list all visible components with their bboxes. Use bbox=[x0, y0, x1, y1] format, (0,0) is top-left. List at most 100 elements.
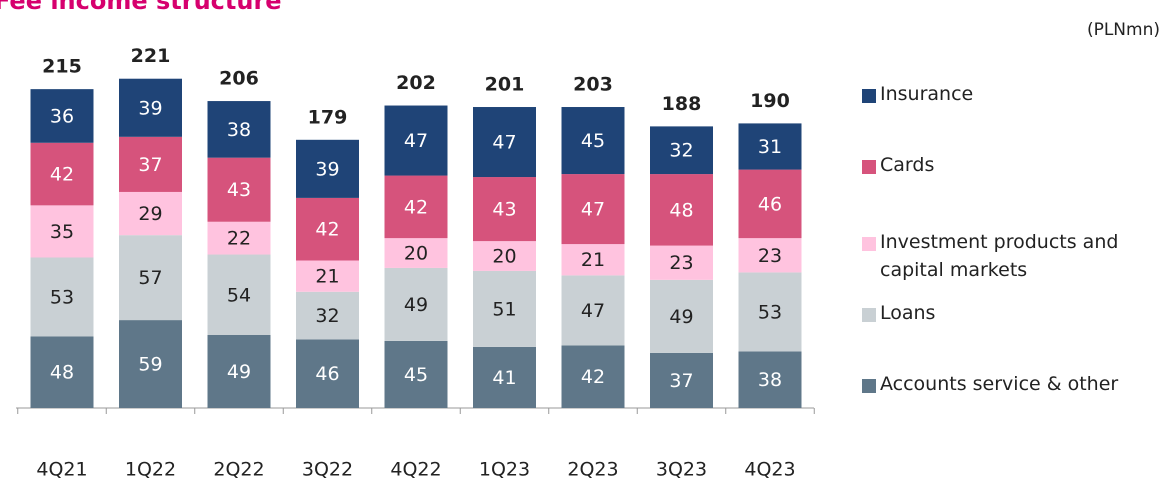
x-tick-label: 1Q22 bbox=[125, 459, 176, 481]
bar-segment bbox=[207, 157, 271, 222]
bar-segment bbox=[561, 174, 625, 245]
data-label: 23 bbox=[758, 245, 782, 267]
bar-segment bbox=[119, 320, 182, 408]
legend-swatch bbox=[862, 308, 876, 322]
data-label: 42 bbox=[50, 164, 74, 186]
data-label: 47 bbox=[492, 132, 516, 154]
legend-item: Cards bbox=[862, 154, 1140, 179]
x-tick-label: 4Q23 bbox=[744, 459, 795, 481]
bar-segment bbox=[650, 352, 713, 408]
data-label: 46 bbox=[758, 193, 782, 215]
bar-segment bbox=[738, 238, 802, 273]
bar-segment bbox=[473, 346, 536, 408]
bar-segment bbox=[30, 89, 94, 143]
bar-segment bbox=[30, 142, 94, 206]
bar-segment bbox=[738, 272, 802, 352]
data-label: 48 bbox=[50, 362, 74, 384]
legend-swatch bbox=[862, 160, 876, 174]
legend-label: Accounts service & other bbox=[880, 373, 1119, 395]
total-label: 206 bbox=[219, 68, 259, 90]
data-label: 37 bbox=[138, 154, 162, 176]
total-label: 179 bbox=[308, 106, 348, 128]
legend-item: Investment products and capital markets bbox=[862, 231, 1130, 284]
data-label: 41 bbox=[492, 367, 516, 389]
legend-label: Insurance bbox=[880, 83, 974, 105]
bar-segment bbox=[738, 169, 802, 239]
x-tick-label: 1Q23 bbox=[479, 459, 530, 481]
legend-label: Investment products and capital markets bbox=[880, 231, 1119, 281]
data-label: 35 bbox=[50, 221, 74, 243]
total-label: 190 bbox=[750, 90, 790, 112]
legend-label: Cards bbox=[880, 154, 935, 176]
data-label: 48 bbox=[669, 199, 693, 221]
data-label: 59 bbox=[138, 354, 162, 376]
bar-segment bbox=[650, 174, 713, 246]
x-tick-label: 2Q23 bbox=[567, 459, 618, 481]
total-label: 202 bbox=[396, 72, 436, 94]
bar-segment bbox=[561, 244, 625, 276]
data-label: 29 bbox=[138, 203, 162, 225]
bar-segment bbox=[119, 235, 182, 321]
bar-segment bbox=[119, 191, 182, 236]
bar-segment bbox=[738, 123, 802, 170]
data-label: 20 bbox=[492, 246, 516, 268]
unit-label: (PLNmn) bbox=[1087, 20, 1160, 40]
bar-segment bbox=[207, 334, 271, 408]
legend-item: Loans bbox=[862, 302, 1140, 327]
bar-segment bbox=[650, 126, 713, 175]
bar-segment bbox=[384, 105, 448, 176]
bar-segment bbox=[384, 267, 448, 341]
bar-segment bbox=[561, 107, 625, 175]
bar-segment bbox=[384, 175, 448, 239]
data-label: 47 bbox=[404, 130, 428, 152]
bar-segment bbox=[473, 177, 536, 242]
data-label: 57 bbox=[138, 267, 162, 289]
bar-segment bbox=[296, 260, 359, 292]
data-label: 47 bbox=[581, 199, 605, 221]
data-label: 51 bbox=[492, 298, 516, 320]
total-label: 201 bbox=[485, 74, 525, 96]
total-label: 221 bbox=[131, 45, 171, 67]
bar-segment bbox=[30, 336, 94, 408]
data-label: 39 bbox=[138, 97, 162, 119]
data-label: 38 bbox=[758, 369, 782, 391]
data-label: 49 bbox=[227, 361, 251, 383]
data-label: 20 bbox=[404, 243, 428, 265]
bar-segment bbox=[207, 101, 271, 158]
bar-segment bbox=[561, 275, 625, 346]
data-label: 54 bbox=[227, 284, 251, 306]
data-label: 32 bbox=[315, 305, 339, 327]
data-label: 21 bbox=[581, 249, 605, 271]
legend-item: Insurance bbox=[862, 83, 1140, 108]
bar-segment bbox=[650, 245, 713, 280]
data-label: 42 bbox=[315, 219, 339, 241]
data-label: 32 bbox=[669, 140, 693, 162]
bar-segment bbox=[119, 136, 182, 192]
bar-segment bbox=[296, 197, 359, 261]
total-label: 203 bbox=[573, 74, 613, 96]
data-label: 45 bbox=[581, 130, 605, 152]
data-label: 23 bbox=[669, 252, 693, 274]
data-label: 31 bbox=[758, 136, 782, 158]
x-tick-label: 4Q21 bbox=[36, 459, 87, 481]
x-tick-label: 3Q23 bbox=[656, 459, 707, 481]
data-label: 38 bbox=[227, 119, 251, 141]
legend-label: Loans bbox=[880, 302, 936, 324]
legend-swatch bbox=[862, 89, 876, 103]
bar-segment bbox=[296, 339, 359, 408]
bar-segment bbox=[473, 107, 536, 178]
bar-segment bbox=[296, 139, 359, 198]
bar-segment bbox=[650, 279, 713, 353]
data-label: 37 bbox=[669, 370, 693, 392]
data-label: 43 bbox=[492, 199, 516, 221]
total-label: 188 bbox=[662, 93, 702, 115]
data-label: 42 bbox=[404, 196, 428, 218]
legend-item: Accounts service & other bbox=[862, 373, 1130, 398]
bar-segment bbox=[207, 221, 271, 255]
bar-segment bbox=[296, 291, 359, 340]
bar-segment bbox=[473, 241, 536, 271]
data-label: 53 bbox=[50, 286, 74, 308]
bar-segment bbox=[207, 254, 271, 335]
